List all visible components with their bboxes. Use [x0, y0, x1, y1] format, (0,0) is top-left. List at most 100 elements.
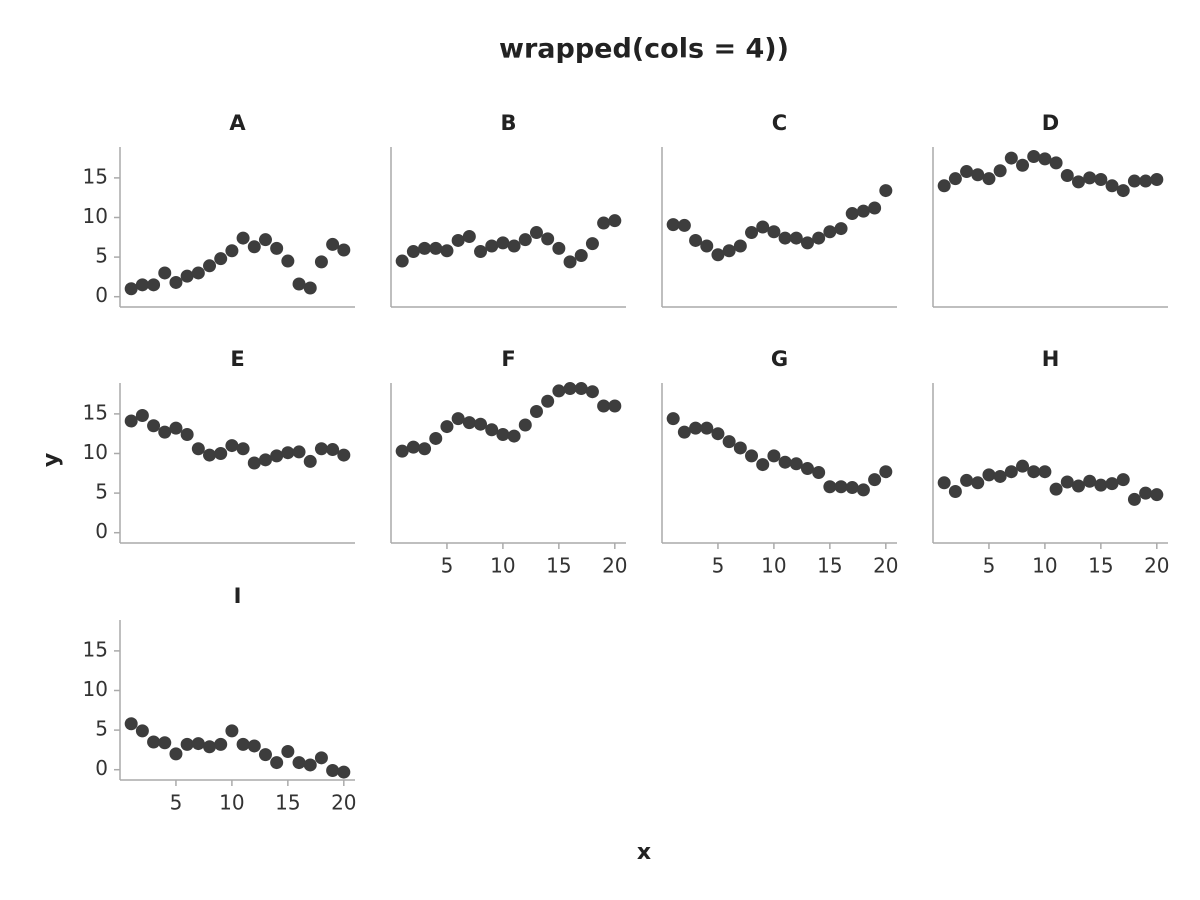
- point: [429, 241, 443, 255]
- point: [303, 758, 317, 772]
- x-tick-label: 5: [712, 554, 725, 578]
- point: [485, 239, 499, 253]
- point: [124, 414, 138, 428]
- point: [236, 737, 250, 751]
- point: [236, 442, 250, 456]
- point: [158, 736, 172, 750]
- point: [971, 476, 985, 490]
- y-tick-label: 0: [95, 519, 108, 543]
- point: [948, 485, 962, 499]
- point: [756, 458, 770, 472]
- point: [270, 241, 284, 255]
- point: [337, 448, 351, 462]
- point: [733, 441, 747, 455]
- point: [700, 239, 714, 253]
- point: [326, 763, 340, 777]
- point: [563, 382, 577, 396]
- x-tick-label: 15: [817, 554, 842, 578]
- point: [823, 480, 837, 494]
- point: [689, 233, 703, 247]
- point: [314, 751, 328, 765]
- point: [270, 449, 284, 463]
- facet-title: E: [230, 347, 244, 371]
- point: [689, 421, 703, 435]
- point: [429, 431, 443, 445]
- y-tick-label: 10: [83, 204, 108, 228]
- point: [180, 737, 194, 751]
- point: [496, 236, 510, 250]
- point: [585, 385, 599, 399]
- point: [451, 412, 465, 426]
- point: [418, 241, 432, 255]
- point: [1049, 156, 1063, 170]
- y-axis-label: y: [39, 453, 64, 467]
- point: [303, 454, 317, 468]
- point: [247, 739, 261, 753]
- point: [1004, 151, 1018, 165]
- point: [1083, 474, 1097, 488]
- point: [812, 231, 826, 245]
- point: [845, 481, 859, 495]
- point: [1060, 169, 1074, 183]
- point: [834, 222, 848, 236]
- point: [203, 740, 217, 754]
- point: [258, 453, 272, 467]
- point: [1016, 459, 1030, 473]
- point: [281, 254, 295, 268]
- point: [191, 737, 205, 751]
- point: [1094, 172, 1108, 186]
- point: [868, 201, 882, 215]
- point: [1071, 479, 1085, 493]
- point: [879, 184, 893, 198]
- point: [879, 465, 893, 479]
- point: [214, 737, 228, 751]
- point: [1105, 477, 1119, 491]
- point: [677, 425, 691, 439]
- point: [608, 214, 622, 228]
- point: [135, 408, 149, 422]
- point: [281, 446, 295, 460]
- x-axis-label: x: [637, 840, 651, 865]
- point: [948, 172, 962, 186]
- point: [608, 399, 622, 413]
- point: [756, 220, 770, 234]
- point: [270, 756, 284, 770]
- point: [1116, 473, 1130, 487]
- point: [778, 455, 792, 469]
- facet-title: F: [501, 347, 515, 371]
- point: [666, 218, 680, 232]
- x-tick-label: 20: [873, 554, 898, 578]
- point: [214, 252, 228, 266]
- point: [462, 416, 476, 430]
- point: [552, 384, 566, 398]
- point: [868, 473, 882, 487]
- point: [745, 226, 759, 240]
- point: [1127, 492, 1141, 506]
- point: [541, 232, 555, 246]
- point: [856, 483, 870, 497]
- facet-title: A: [229, 111, 246, 135]
- point: [169, 275, 183, 289]
- point: [214, 446, 228, 460]
- point: [507, 429, 521, 443]
- facet-title: H: [1042, 347, 1060, 371]
- point: [812, 466, 826, 480]
- facet-title: D: [1042, 111, 1059, 135]
- point: [440, 244, 454, 258]
- point: [1060, 475, 1074, 489]
- point: [1049, 482, 1063, 496]
- y-tick-label: 0: [95, 283, 108, 307]
- point: [303, 281, 317, 295]
- point: [767, 449, 781, 463]
- x-tick-label: 20: [602, 554, 627, 578]
- point: [395, 444, 409, 458]
- point: [337, 765, 351, 779]
- point: [169, 421, 183, 435]
- point: [124, 717, 138, 731]
- point: [518, 233, 532, 247]
- y-tick-label: 5: [95, 244, 108, 268]
- point: [700, 421, 714, 435]
- point: [971, 168, 985, 182]
- x-tick-label: 5: [441, 554, 454, 578]
